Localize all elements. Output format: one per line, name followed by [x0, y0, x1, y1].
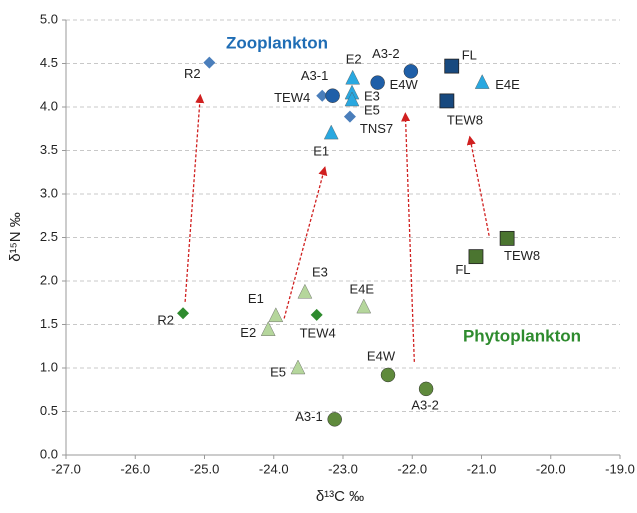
y-tick-label: 3.5	[40, 142, 58, 157]
point-label: TEW4	[300, 325, 336, 340]
y-tick-label: 2.0	[40, 272, 58, 287]
point	[439, 93, 455, 109]
x-tick-label: -19.0	[605, 461, 635, 476]
point	[345, 69, 361, 85]
point	[325, 88, 340, 103]
point	[327, 412, 342, 427]
point-label: FL	[462, 48, 477, 63]
point	[474, 74, 490, 89]
point	[468, 249, 484, 265]
x-tick-label: -26.0	[120, 461, 150, 476]
point	[316, 89, 329, 102]
y-tick-label: 2.5	[40, 229, 58, 244]
y-tick-label: 0.5	[40, 403, 58, 418]
point-label: TEW8	[447, 112, 483, 127]
arrow	[184, 93, 205, 302]
x-tick-label: -22.0	[397, 461, 427, 476]
point-label: E3	[312, 265, 328, 280]
y-tick-label: 3.0	[40, 185, 58, 200]
y-tick-label: 0.0	[40, 446, 58, 461]
point	[444, 58, 460, 74]
arrow	[283, 166, 328, 319]
point	[343, 110, 356, 123]
x-tick-label: -25.0	[190, 461, 220, 476]
y-tick-label: 1.5	[40, 316, 58, 331]
point	[380, 367, 396, 383]
y-tick-label: 4.0	[40, 98, 58, 113]
y-tick-label: 5.0	[40, 11, 58, 26]
point-label: E4W	[390, 77, 419, 92]
point-label: E5	[364, 102, 380, 117]
point-label: R2	[157, 313, 174, 328]
point-label: A3-2	[411, 397, 438, 412]
point-label: A3-2	[372, 46, 399, 61]
point-label: E1	[313, 144, 329, 159]
x-tick-label: -27.0	[51, 461, 81, 476]
point	[310, 308, 323, 321]
group-label: Zooplankton	[226, 33, 328, 52]
x-axis-title: δ¹³C ‰	[316, 488, 364, 505]
group-label: Phytoplankton	[463, 326, 581, 345]
point-label: E2	[240, 325, 256, 340]
point	[260, 321, 276, 336]
y-tick-label: 4.5	[40, 55, 58, 70]
point	[268, 307, 284, 322]
point	[297, 283, 313, 299]
point-label: E5	[270, 364, 286, 379]
point	[323, 124, 339, 140]
point	[403, 64, 419, 79]
point-label: TEW4	[274, 90, 310, 105]
point	[203, 56, 216, 69]
point	[177, 307, 190, 320]
point-label: E3	[364, 89, 380, 104]
point	[418, 381, 434, 397]
point-label: E4W	[367, 348, 396, 363]
x-tick-label: -21.0	[467, 461, 497, 476]
x-tick-label: -20.0	[536, 461, 566, 476]
arrow	[466, 135, 490, 236]
y-tick-label: 1.0	[40, 359, 58, 374]
point	[370, 75, 385, 90]
point-label: E4E	[349, 282, 374, 297]
point	[356, 298, 372, 314]
point	[499, 230, 515, 246]
x-tick-label: -23.0	[328, 461, 358, 476]
point-label: A3-1	[295, 409, 322, 424]
point-label: E1	[248, 291, 264, 306]
point	[290, 359, 306, 375]
y-axis-title: δ¹⁵N ‰	[7, 212, 24, 262]
point-label: E2	[346, 52, 362, 67]
point-label: E4E	[495, 77, 520, 92]
arrow	[401, 112, 415, 362]
point-label: R2	[184, 66, 201, 81]
point-label: A3-1	[301, 68, 328, 83]
x-tick-label: -24.0	[259, 461, 289, 476]
point	[344, 91, 360, 107]
point-label: TEW8	[504, 248, 540, 263]
point-label: TNS7	[360, 121, 393, 136]
point-label: FL	[455, 262, 470, 277]
